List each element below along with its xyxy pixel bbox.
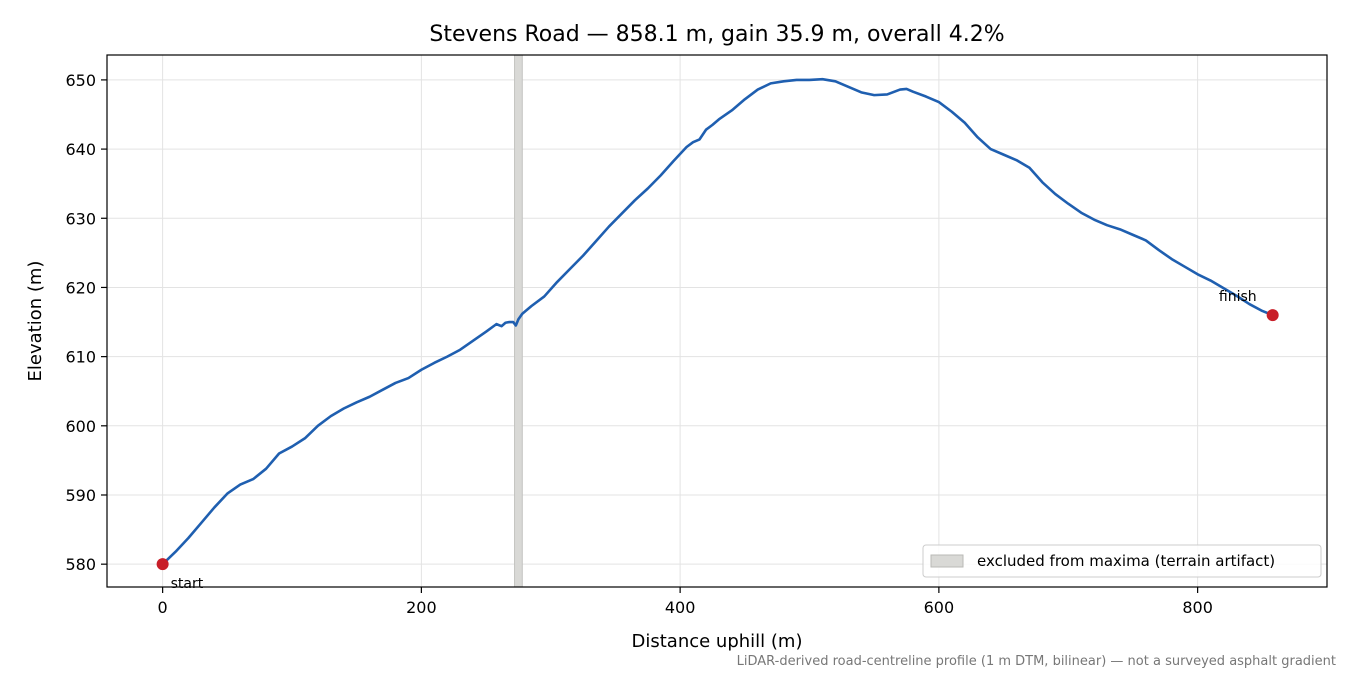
chart-title: Stevens Road — 858.1 m, gain 35.9 m, ove…: [429, 22, 1004, 47]
start-marker: [156, 558, 169, 571]
marker-layer: start finish: [156, 289, 1279, 592]
y-axis-label: Elevation (m): [25, 261, 46, 382]
legend-entry-excluded: excluded from maxima (terrain artifact): [977, 552, 1275, 570]
x-tick-label-4: 800: [1182, 598, 1213, 617]
x-tick-label-2: 400: [665, 598, 696, 617]
start-annotation: start: [171, 576, 204, 592]
y-tick-label-7: 650: [65, 71, 96, 90]
series-layer: [161, 77, 1274, 566]
y-tick-label-6: 640: [65, 140, 96, 159]
y-tick-label-5: 630: [65, 209, 96, 228]
y-tick-label-3: 610: [65, 348, 96, 367]
grid-layer: [107, 55, 1327, 587]
x-axis-label: Distance uphill (m): [632, 631, 803, 652]
legend-swatch: [930, 554, 964, 568]
x-tick-label-0: 0: [158, 598, 168, 617]
elevation-profile-line: [161, 77, 1274, 566]
finish-annotation: finish: [1219, 289, 1257, 305]
chart-caption: LiDAR-derived road-centreline profile (1…: [737, 654, 1336, 669]
y-tick-label-2: 600: [65, 417, 96, 436]
y-tick-label-1: 590: [65, 486, 96, 505]
x-tick-label-1: 200: [406, 598, 437, 617]
legend-box: [922, 544, 1322, 578]
finish-marker: [1266, 309, 1279, 322]
x-tick-label-3: 600: [924, 598, 955, 617]
plot-frame: [106, 54, 1328, 588]
tick-layer: 0 200 400 600 800 580 590 600 610 620 630 640 650: [65, 71, 1212, 617]
y-tick-label-4: 620: [65, 278, 96, 297]
legend: excluded from maxima (terrain artifact): [922, 544, 1322, 578]
y-tick-label-0: 580: [65, 555, 96, 574]
